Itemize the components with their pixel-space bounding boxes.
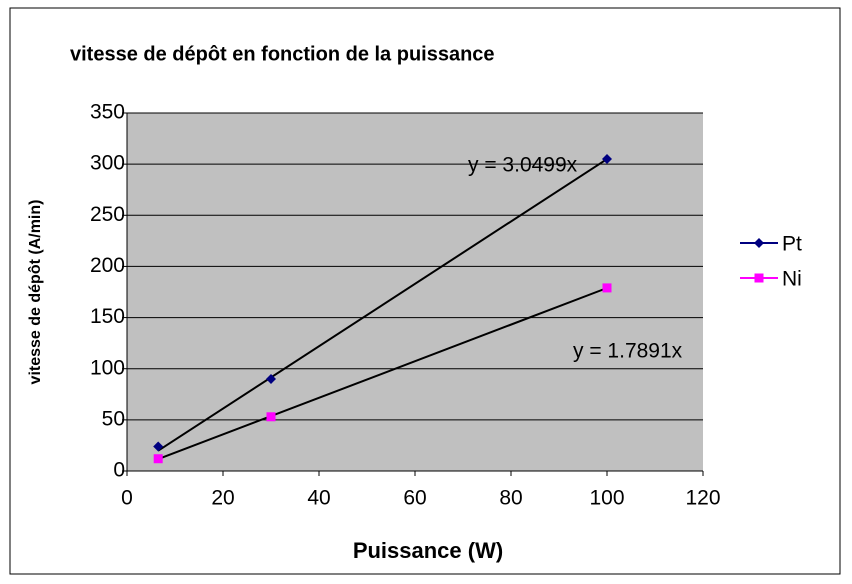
legend-marker: [754, 273, 764, 283]
y-tick-label: 250: [90, 203, 125, 226]
x-axis-label: Puissance (W): [353, 538, 503, 563]
y-tick-label: 300: [90, 152, 125, 175]
y-tick-label: 0: [113, 459, 125, 482]
data-point: [153, 454, 163, 464]
y-tick-label: 50: [102, 407, 125, 430]
x-tick-label: 120: [685, 487, 720, 510]
y-tick-label: 350: [90, 101, 125, 124]
trendline-label: y = 1.7891x: [573, 340, 683, 363]
data-point: [266, 412, 276, 422]
x-tick-label: 100: [589, 487, 624, 510]
chart-title: vitesse de dépôt en fonction de la puiss…: [70, 43, 495, 65]
legend-label: Pt: [782, 233, 802, 256]
x-tick-label: 40: [307, 487, 330, 510]
data-point: [602, 283, 612, 293]
y-tick-label: 200: [90, 254, 125, 277]
trendline-label: y = 3.0499x: [468, 154, 578, 177]
x-tick-label: 20: [211, 487, 234, 510]
plot-area: [127, 113, 703, 471]
data-point: [266, 373, 276, 384]
x-tick-label: 60: [403, 487, 426, 510]
legend-label: Ni: [782, 268, 802, 291]
data-point: [602, 154, 612, 165]
x-tick-label: 0: [121, 487, 133, 510]
y-tick-label: 150: [90, 305, 125, 328]
x-tick-label: 80: [499, 487, 522, 510]
y-axis-label: vitesse de dépôt (A/min): [27, 200, 44, 385]
y-tick-label: 100: [90, 356, 125, 379]
trendline: [157, 158, 608, 452]
data-point: [153, 441, 164, 452]
legend-marker: [754, 238, 764, 248]
trendline: [157, 287, 608, 461]
